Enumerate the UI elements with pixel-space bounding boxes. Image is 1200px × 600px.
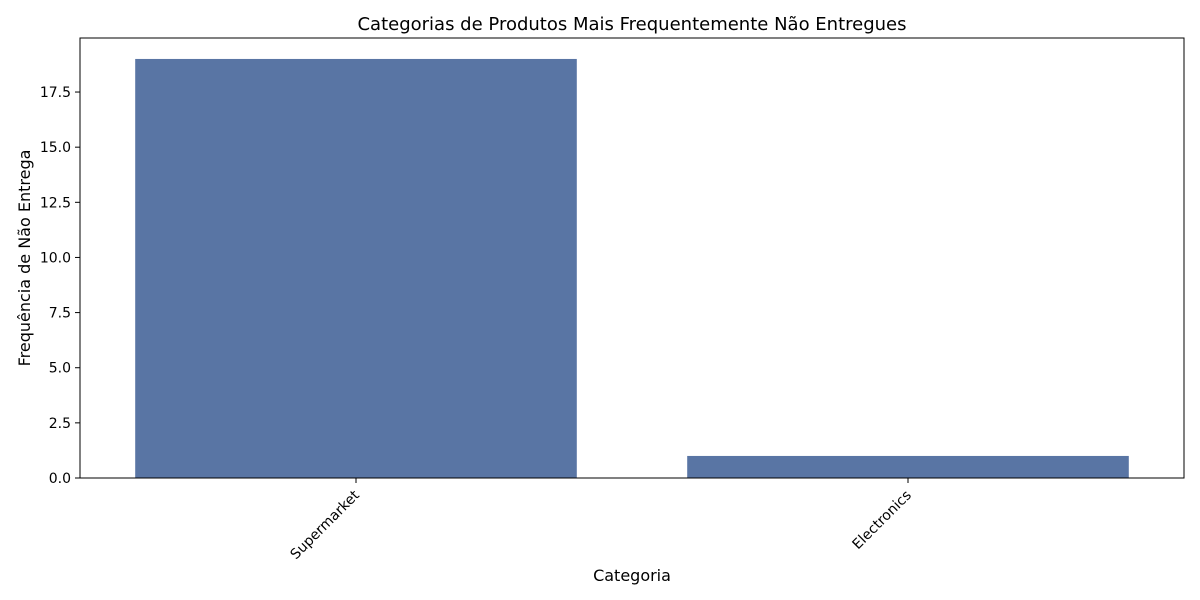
x-tick-label: Electronics [850,488,915,553]
y-axis-label: Frequência de Não Entrega [15,150,34,367]
bars-group [135,58,1129,478]
y-tick-label: 15.0 [40,140,71,156]
x-axis: Supermarket Electronics [288,478,915,563]
y-tick-label: 7.5 [49,306,71,322]
y-tick-label: 12.5 [40,195,71,211]
x-axis-label: Categoria [593,566,671,585]
y-tick-label: 0.0 [49,471,71,487]
y-tick-label: 2.5 [49,416,71,432]
y-axis: 0.0 2.5 5.0 7.5 10.0 12.5 15.0 17.5 [40,85,80,487]
plot-frame [79,37,1185,479]
x-tick-label: Supermarket [288,487,364,563]
y-tick-label: 10.0 [40,250,71,266]
bar-electronics [687,455,1129,478]
bar-supermarket [135,58,577,478]
y-tick-label: 5.0 [49,361,71,377]
chart-title: Categorias de Produtos Mais Frequentemen… [357,14,906,35]
y-tick-label: 17.5 [40,85,71,101]
